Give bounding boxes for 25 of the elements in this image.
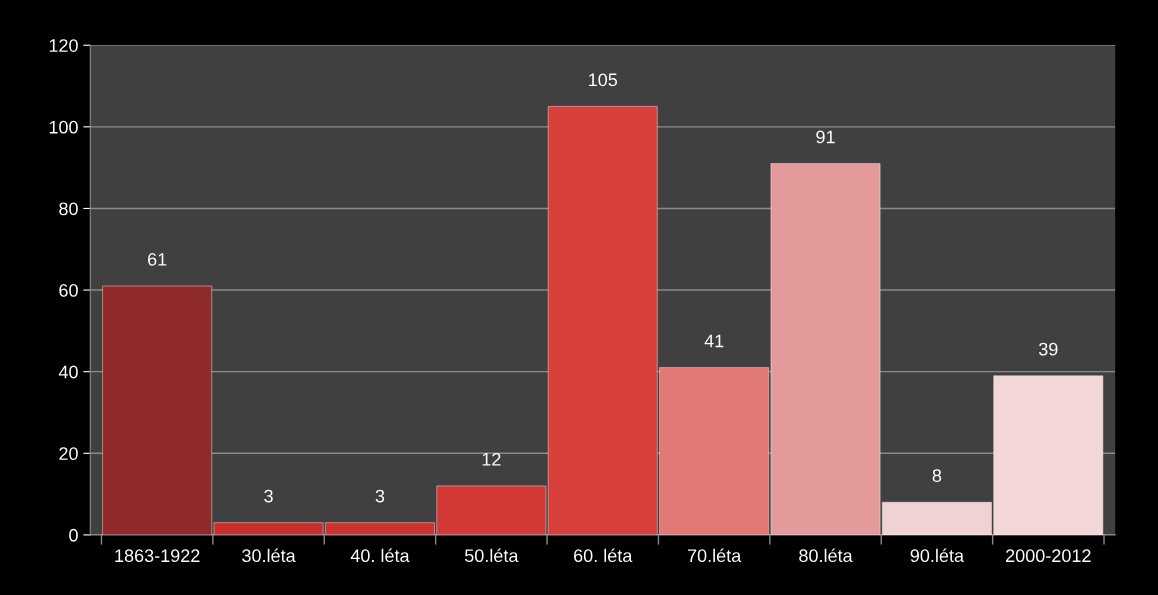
- data-label: 105: [589, 73, 618, 87]
- x-tick-label: 40. léta: [350, 548, 410, 563]
- x-tick-label: 70.léta: [687, 548, 742, 563]
- data-label: 3: [264, 489, 273, 503]
- y-tick-label: 100: [49, 120, 78, 134]
- x-tick-label: 50.léta: [464, 548, 519, 563]
- x-tick-label: 80.léta: [799, 548, 853, 563]
- x-tick-label: 30.léta: [242, 548, 296, 563]
- x-tick-label: 60. léta: [574, 548, 633, 563]
- x-tick-label: 1863-1922: [115, 549, 200, 563]
- data-label: 12: [482, 452, 501, 466]
- y-tick-label: 120: [49, 39, 78, 52]
- data-label: 39: [1038, 342, 1058, 356]
- data-label: 61: [148, 252, 167, 266]
- data-label: 41: [704, 334, 724, 348]
- data-label: 91: [816, 130, 835, 144]
- y-tick-label: 40: [58, 365, 78, 379]
- y-tick-label: 60: [59, 284, 78, 297]
- x-tick-label: 90.léta: [910, 548, 965, 563]
- y-tick-label: 20: [59, 447, 78, 461]
- data-label: 8: [932, 469, 942, 483]
- x-tick-label: 2000-2012: [1006, 549, 1091, 563]
- y-tick-label: 80: [59, 202, 78, 216]
- data-label: 3: [375, 489, 385, 503]
- y-tick-label: 0: [69, 528, 78, 542]
